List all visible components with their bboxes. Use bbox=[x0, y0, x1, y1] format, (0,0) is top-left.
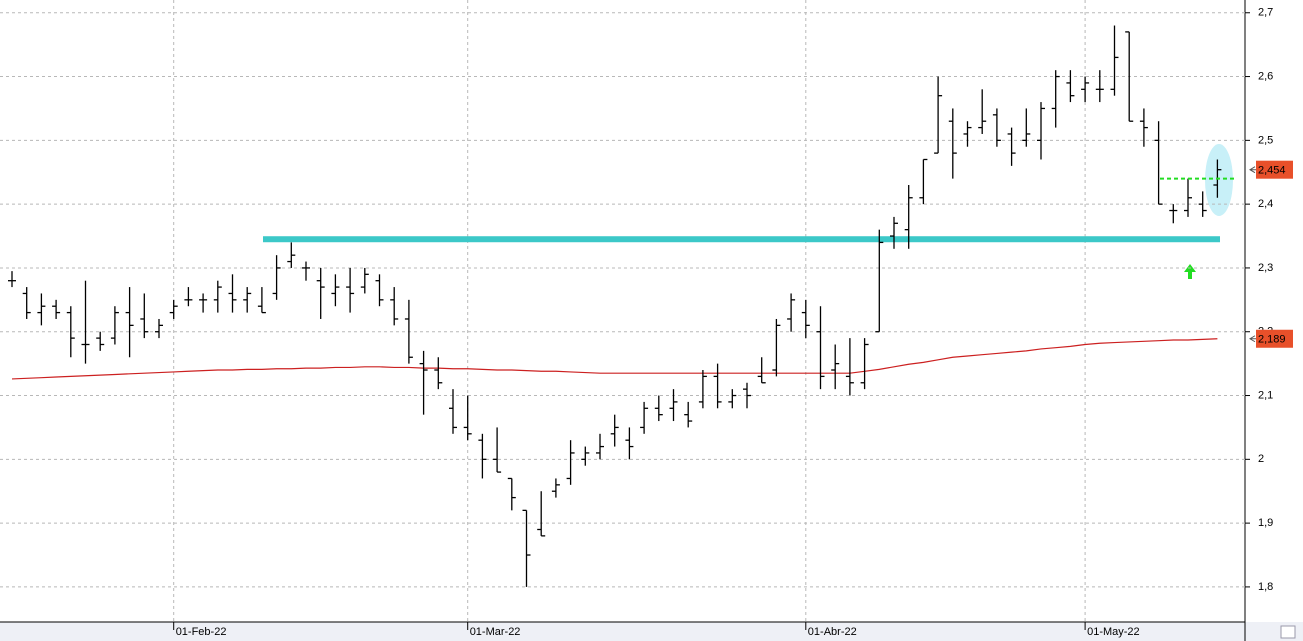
x-axis-strip bbox=[0, 622, 1303, 641]
up-arrow bbox=[1184, 264, 1196, 279]
y-tick-label: 2,1 bbox=[1258, 389, 1273, 401]
y-tick-label: 2,7 bbox=[1258, 7, 1273, 19]
moving-average-line bbox=[11, 338, 1218, 380]
x-tick-label: 01-May-22 bbox=[1087, 626, 1140, 638]
y-tick-label: 2 bbox=[1258, 453, 1264, 465]
value-pointer bbox=[1249, 335, 1256, 343]
y-tick-label: 2,3 bbox=[1258, 262, 1273, 274]
x-tick-label: 01-Mar-22 bbox=[470, 626, 521, 638]
y-tick-label: 1,8 bbox=[1258, 581, 1273, 593]
value-pointer bbox=[1249, 166, 1256, 174]
x-tick-label: 01-Abr-22 bbox=[808, 626, 857, 638]
highlight-ellipse bbox=[1205, 144, 1233, 216]
value-box-label: 2,189 bbox=[1258, 334, 1286, 346]
value-box-label: 2,454 bbox=[1258, 165, 1286, 177]
y-tick-label: 2,4 bbox=[1258, 198, 1273, 210]
value-box bbox=[1256, 160, 1293, 179]
y-tick-label: 2,5 bbox=[1258, 134, 1273, 146]
value-box bbox=[1256, 329, 1293, 348]
support-line bbox=[263, 236, 1220, 243]
x-tick-label: 01-Feb-22 bbox=[176, 626, 227, 638]
y-tick-label: 1,9 bbox=[1258, 517, 1273, 529]
y-tick-label: 2,6 bbox=[1258, 70, 1273, 82]
corner-icon bbox=[1280, 625, 1296, 639]
